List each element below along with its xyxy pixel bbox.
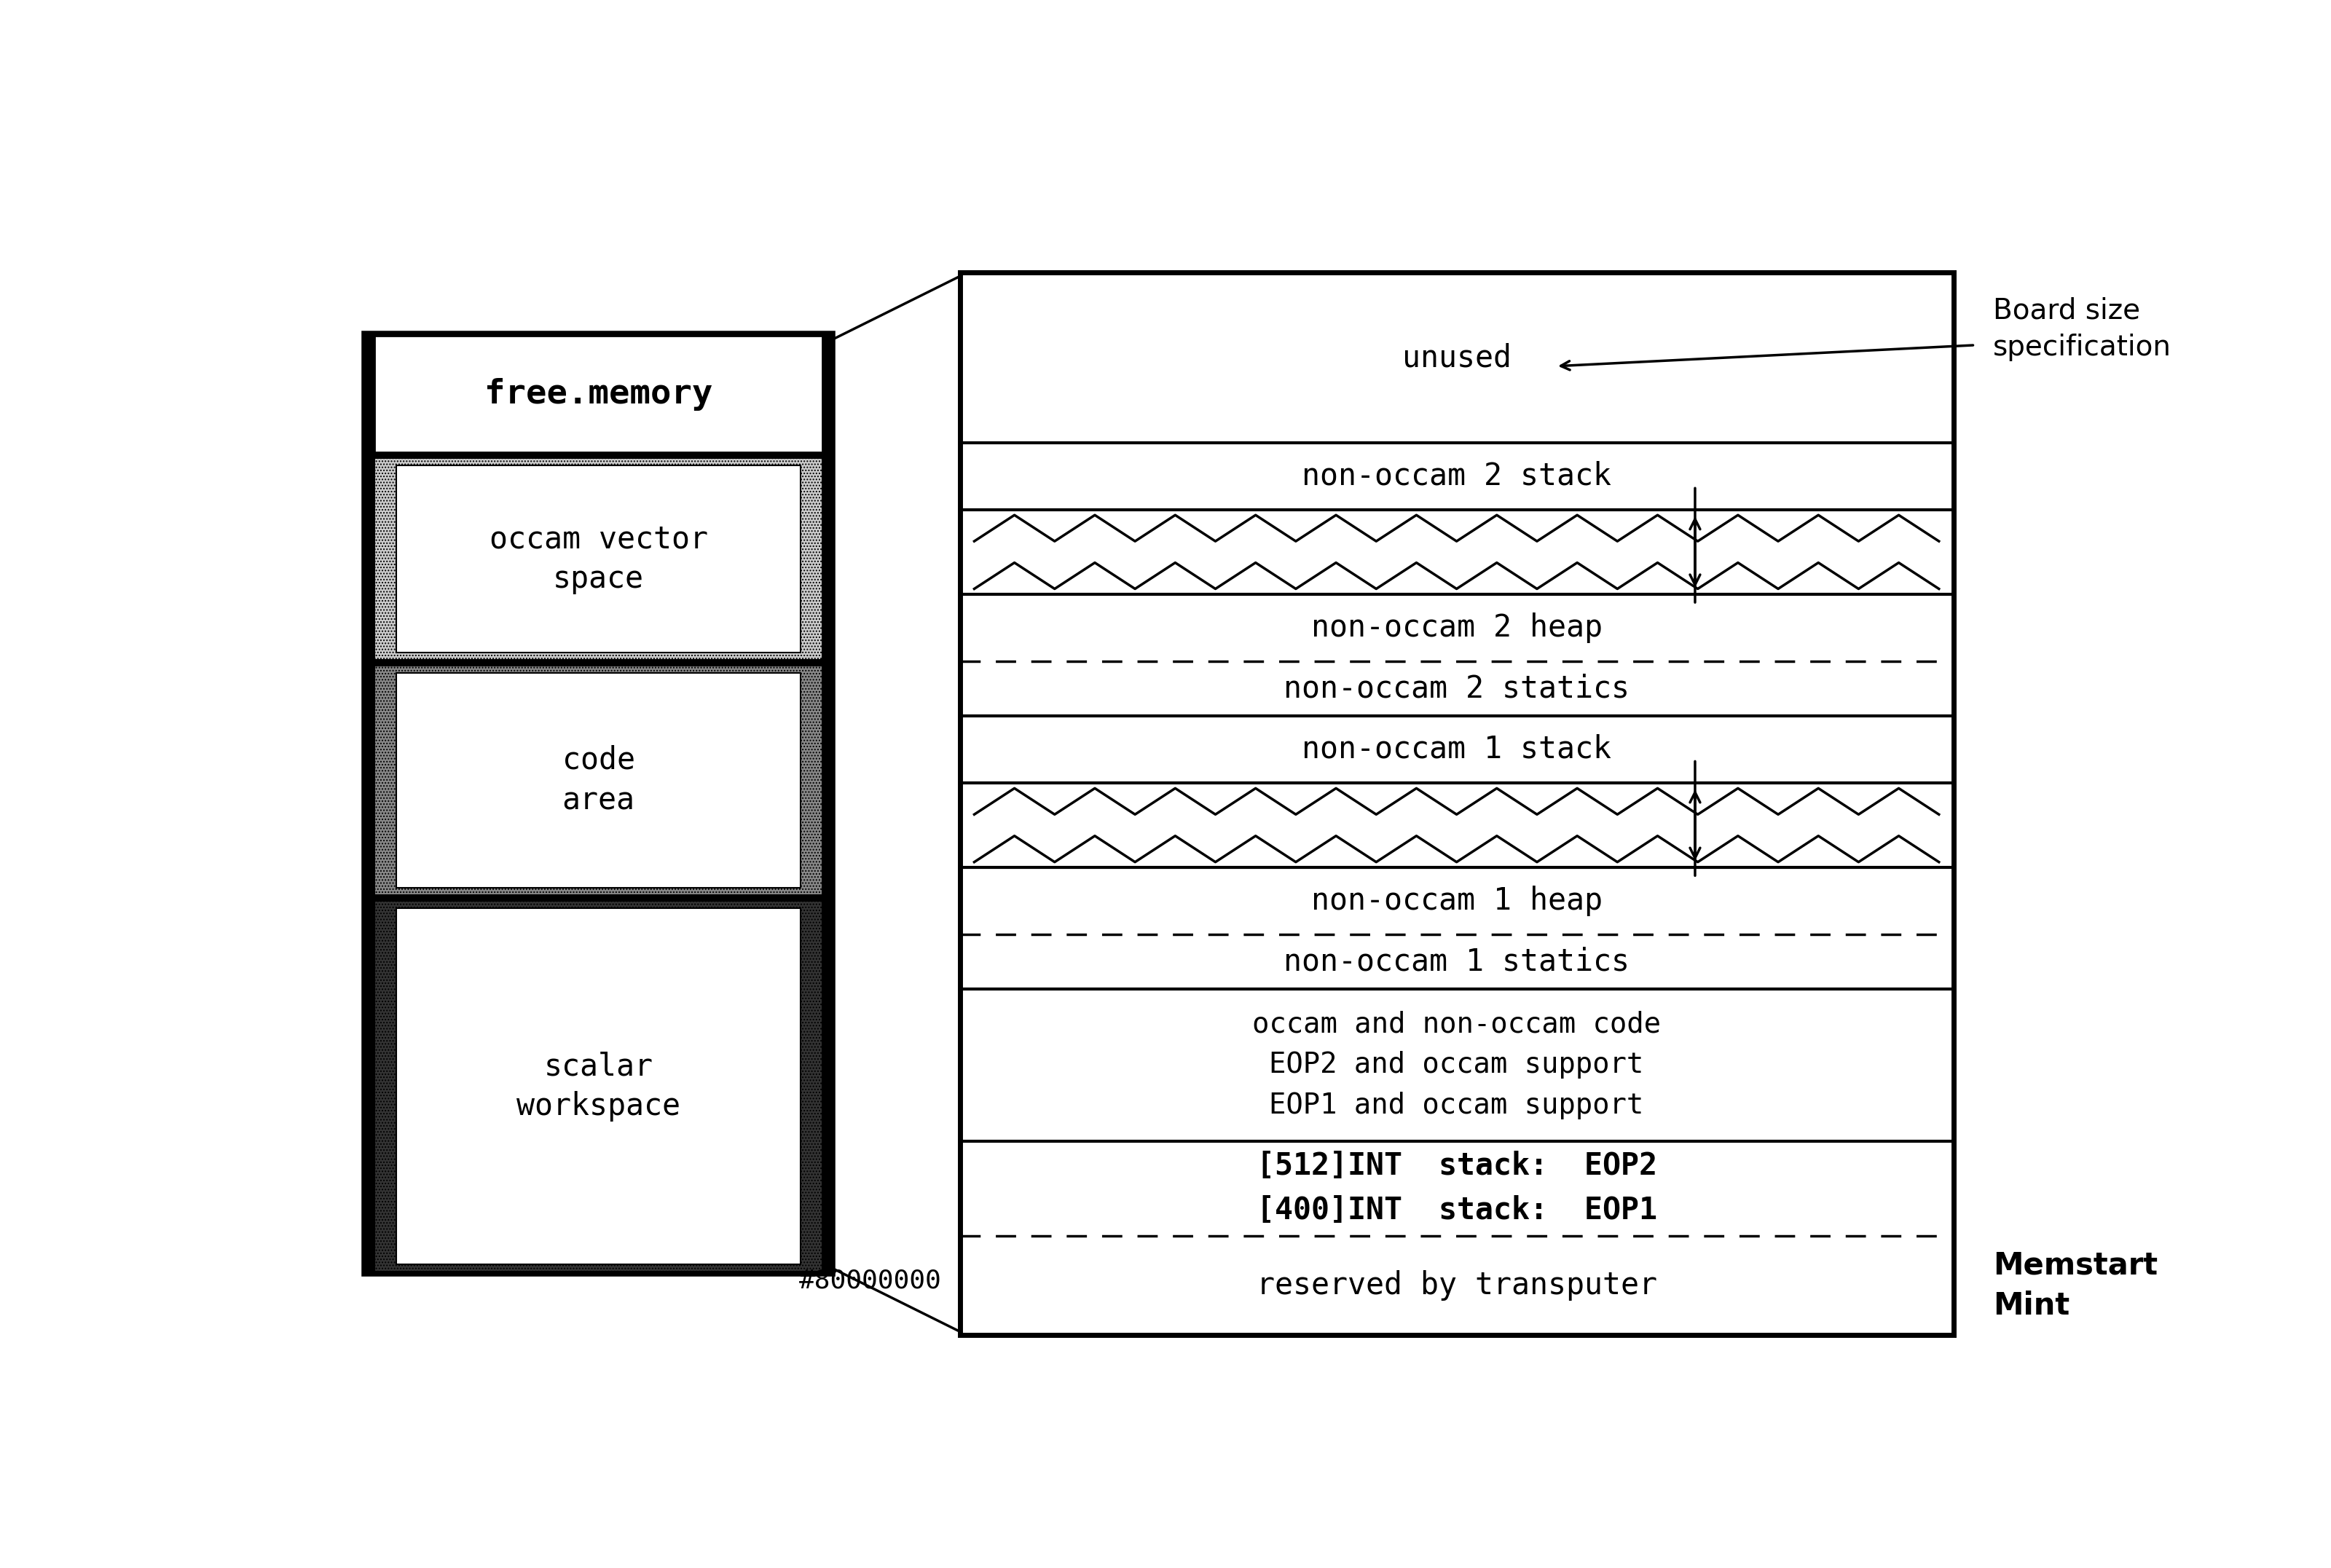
Bar xyxy=(396,908,802,1265)
Bar xyxy=(364,332,834,1275)
Text: non-occam 2 heap: non-occam 2 heap xyxy=(1310,613,1601,643)
Text: non-occam 2 stack: non-occam 2 stack xyxy=(1301,461,1611,491)
Text: free.memory: free.memory xyxy=(485,378,713,411)
Text: non-occam 2 statics: non-occam 2 statics xyxy=(1284,673,1629,704)
Text: [512]INT  stack:  EOP2
[400]INT  stack:  EOP1: [512]INT stack: EOP2 [400]INT stack: EOP… xyxy=(1256,1151,1657,1226)
Text: #80000000: #80000000 xyxy=(800,1269,942,1292)
Text: occam and non-occam code
EOP2 and occam support
EOP1 and occam support: occam and non-occam code EOP2 and occam … xyxy=(1252,1010,1662,1120)
Text: reserved by transputer: reserved by transputer xyxy=(1256,1270,1657,1301)
Text: non-occam 1 heap: non-occam 1 heap xyxy=(1310,886,1601,916)
Bar xyxy=(960,273,1953,1334)
Text: Board size
specification: Board size specification xyxy=(1993,296,2172,361)
Text: non-occam 1 stack: non-occam 1 stack xyxy=(1301,734,1611,765)
Bar xyxy=(396,466,802,652)
Bar xyxy=(375,336,823,453)
Bar xyxy=(375,458,823,660)
Text: unused: unused xyxy=(1401,342,1510,373)
Text: non-occam 1 statics: non-occam 1 statics xyxy=(1284,947,1629,977)
Text: scalar
workspace: scalar workspace xyxy=(517,1051,681,1121)
Bar xyxy=(375,665,823,895)
Text: occam vector
space: occam vector space xyxy=(490,524,709,594)
Bar xyxy=(396,673,802,887)
Bar xyxy=(375,902,823,1272)
Text: code
area: code area xyxy=(562,745,634,815)
Text: Memstart
Mint: Memstart Mint xyxy=(1993,1250,2159,1320)
